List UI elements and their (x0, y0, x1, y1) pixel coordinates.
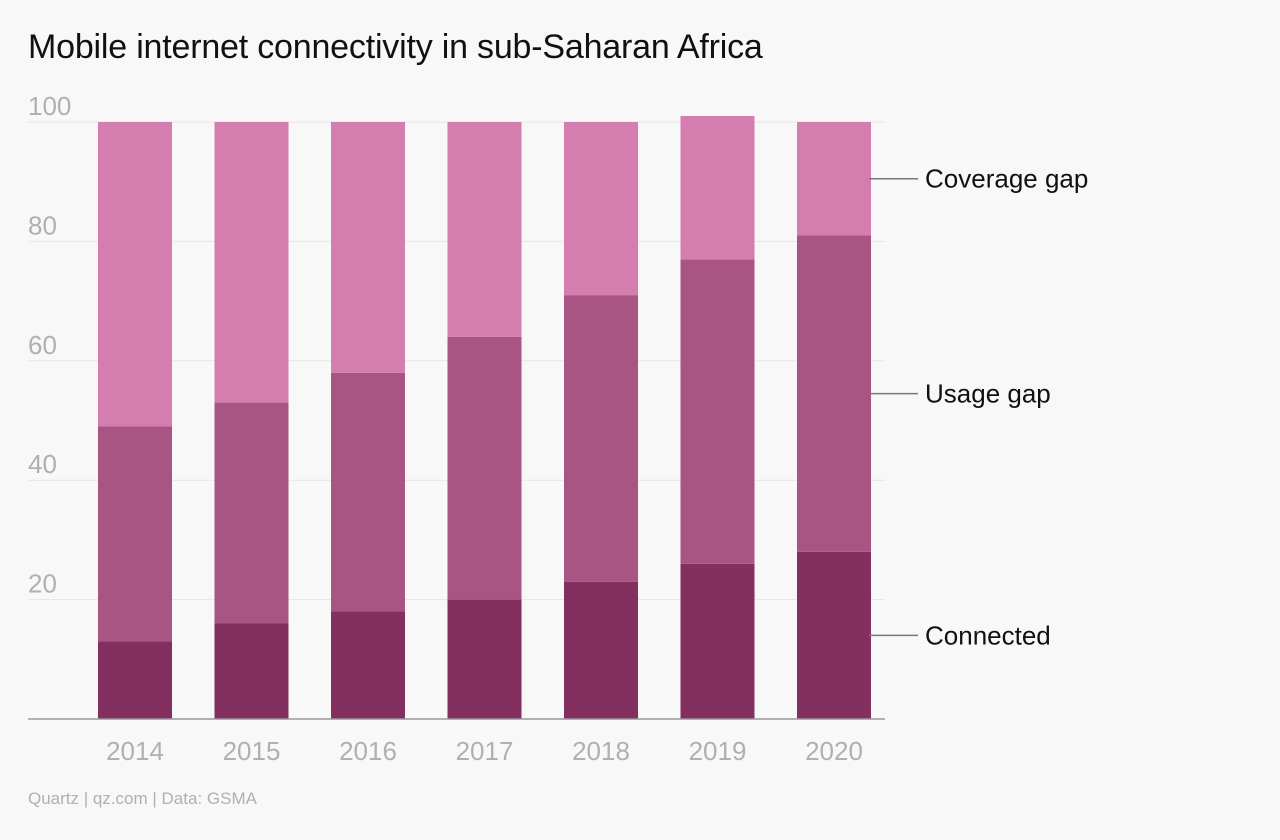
x-tick-label-2020: 2020 (805, 736, 863, 766)
bar-2020-usage-gap (797, 235, 871, 552)
bar-2016-coverage-gap (331, 122, 405, 373)
bar-2017-coverage-gap (447, 122, 522, 337)
stacked-bar-chart: 20 40 60 80 100 2014 2015 2016 2017 2018 2019 2020 C… (28, 91, 1088, 766)
bar-2014-usage-gap (98, 426, 172, 642)
bar-2017-connected (447, 599, 522, 719)
bar-2018-usage-gap (564, 295, 638, 582)
source-footer: Quartz | qz.com | Data: GSMA (28, 789, 257, 808)
series-label-coverage-gap: Coverage gap (925, 164, 1088, 194)
bars (98, 116, 871, 719)
x-tick-label-2014: 2014 (106, 736, 164, 766)
y-tick-label-60: 60 (28, 330, 57, 360)
bar-2014-connected (98, 641, 172, 719)
bar-2015-connected (214, 623, 289, 719)
bar-2017-usage-gap (447, 336, 522, 600)
bar-2018-connected (564, 581, 638, 719)
labels: 20 40 60 80 100 2014 2015 2016 2017 2018 2019 2020 C… (28, 91, 1088, 766)
series-label-usage-gap: Usage gap (925, 379, 1051, 409)
y-tick-label-20: 20 (28, 569, 57, 599)
bar-2019-connected (680, 563, 755, 719)
x-tick-label-2019: 2019 (689, 736, 747, 766)
bar-2019-usage-gap (680, 259, 755, 564)
bar-2018-coverage-gap (564, 122, 638, 296)
y-tick-label-80: 80 (28, 210, 57, 240)
y-tick-label-40: 40 (28, 449, 57, 479)
chart-title: Mobile internet connectivity in sub-Saha… (28, 28, 763, 66)
x-tick-label-2015: 2015 (223, 736, 281, 766)
x-tick-label-2018: 2018 (572, 736, 630, 766)
bar-2020-connected (797, 551, 871, 719)
x-tick-label-2016: 2016 (339, 736, 397, 766)
bar-2019-coverage-gap (680, 116, 755, 260)
bar-2016-connected (331, 611, 405, 719)
x-tick-label-2017: 2017 (456, 736, 514, 766)
series-label-connected: Connected (925, 620, 1051, 650)
bar-2015-coverage-gap (214, 122, 289, 403)
bar-2020-coverage-gap (797, 122, 871, 236)
bar-2016-usage-gap (331, 372, 405, 612)
bar-2015-usage-gap (214, 402, 289, 624)
y-tick-label-100: 100 (28, 91, 71, 121)
bar-2014-coverage-gap (98, 122, 172, 427)
